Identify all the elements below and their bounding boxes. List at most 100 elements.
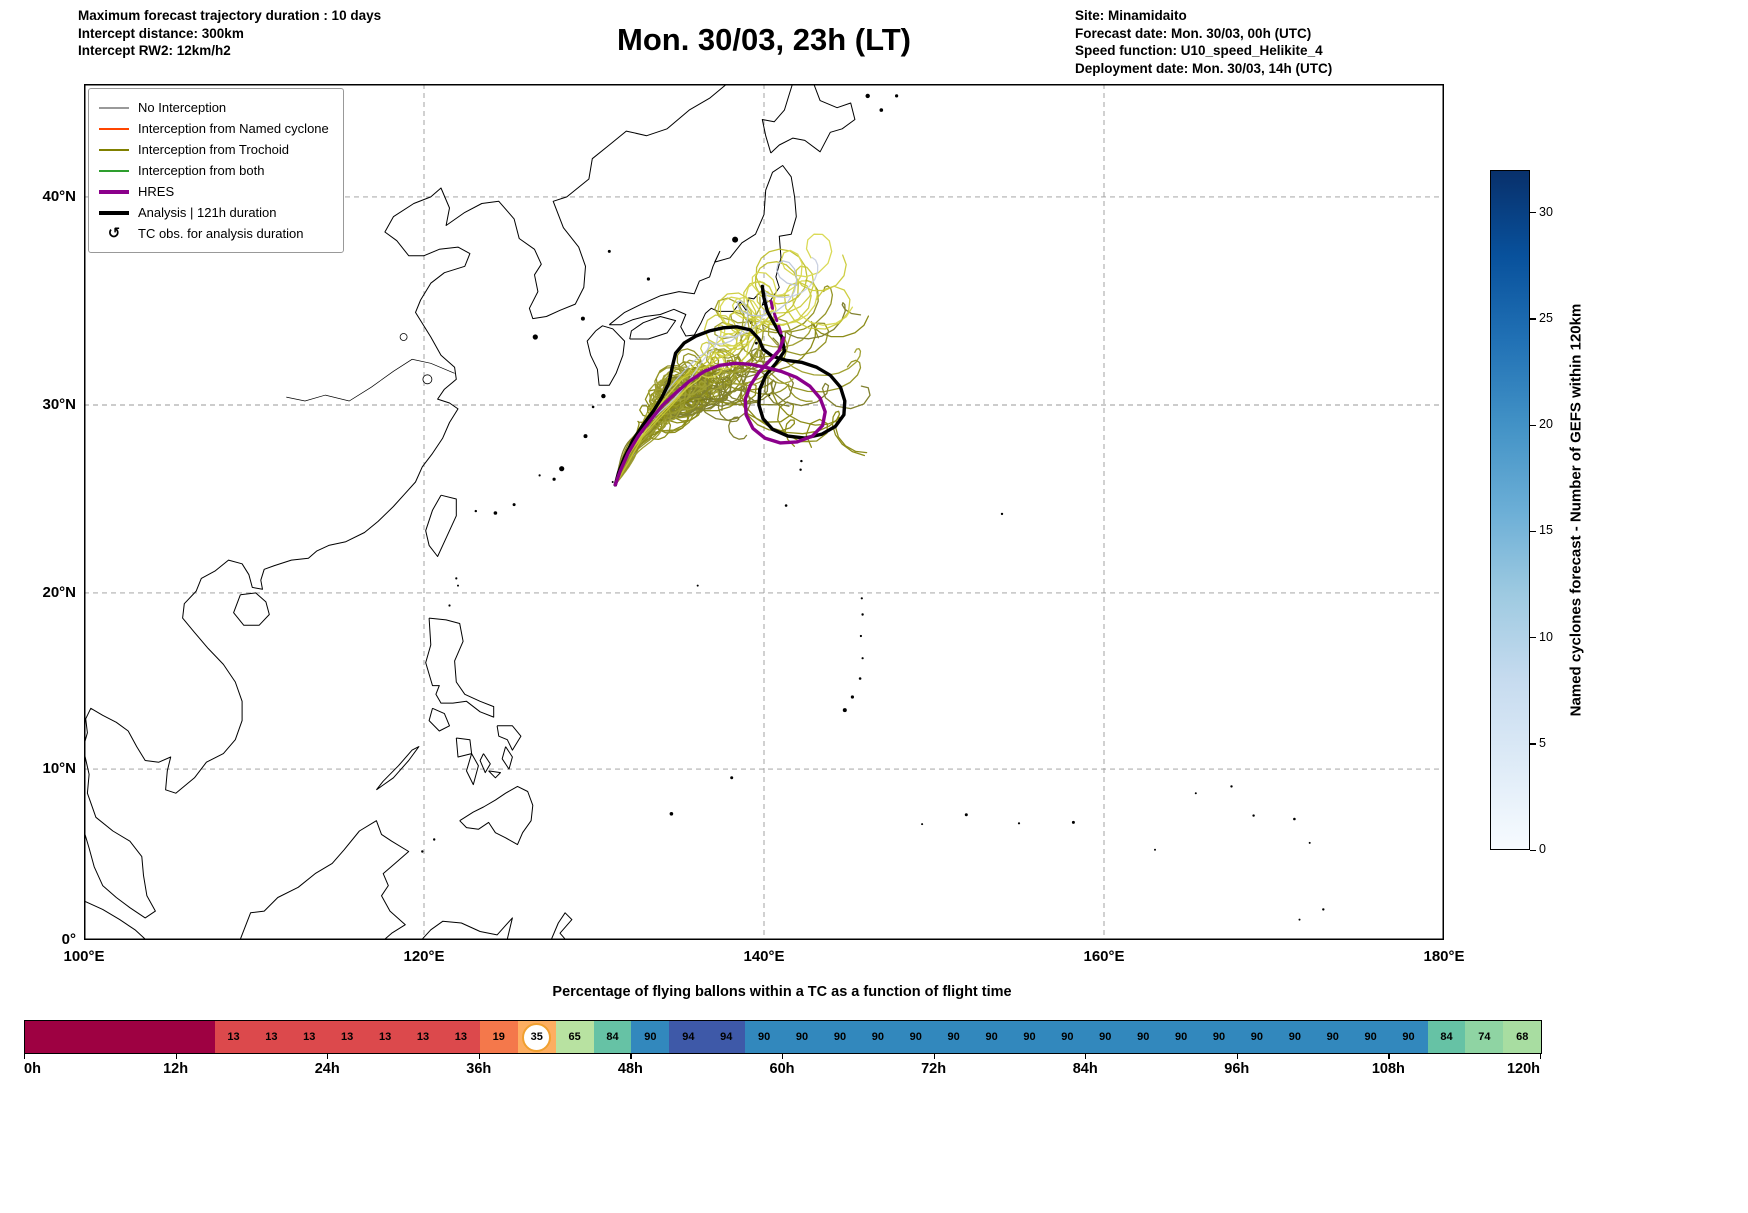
legend-item: Interception from both [99,160,329,181]
bar-segment: 90 [858,1021,897,1053]
colorbar-gradient [1491,171,1529,849]
colorbar [1490,170,1530,850]
highlight-circle: 35 [522,1022,552,1052]
bottom-bar-title: Percentage of flying ballons within a TC… [552,984,1012,1000]
bar-segment: 90 [1237,1021,1276,1053]
rivers [286,358,455,402]
colorbar-tick-label: 20 [1539,417,1553,431]
bar-segment: 90 [745,1021,784,1053]
legend-item: Interception from Named cyclone [99,118,329,139]
bar-segment: 74 [1465,1021,1504,1053]
legend-item-label: Interception from Named cyclone [138,121,329,136]
legend-item: HRES [99,181,329,202]
colorbar-tickmark [1530,424,1536,426]
lon-tick-label: 180°E [1423,948,1465,965]
legend: No Interception Interception from Named c… [88,88,344,253]
header-left-line-3: Intercept RW2: 12km/h2 [78,43,231,58]
hres-track-dashed [768,294,783,335]
bar-segment: 90 [1124,1021,1163,1053]
hour-label: 120h [1506,1061,1540,1077]
hour-tickmark [478,1054,481,1059]
islands [399,93,1325,921]
counterclockwise-arrow-icon: ↺ [107,225,121,242]
hour-label: 72h [921,1061,947,1077]
hour-label: 36h [466,1061,492,1077]
bar-segment: 13 [252,1021,291,1053]
bar-segment: 90 [1389,1021,1428,1053]
hour-label: 48h [617,1061,643,1077]
header-left-line-2: Intercept distance: 300km [78,25,244,41]
lon-tick-label: 120°E [403,948,445,965]
analysis-track [613,284,847,487]
bar-segment: 90 [972,1021,1011,1053]
hour-tickmark [1388,1054,1390,1059]
legend-line-swatch [99,148,129,151]
bar-segment: 90 [896,1021,935,1053]
hour-tickmark [1085,1054,1087,1059]
legend-item: No Interception [99,97,329,118]
colorbar-tick-label: 30 [1539,204,1553,219]
header-right-line-1: Site: Minamidaito [1075,8,1187,23]
colorbar-tickmark [1530,637,1536,639]
bar-segment: 84 [593,1021,632,1053]
header-right-line-2: Forecast date: Mon. 30/03, 00h (UTC) [1075,25,1312,41]
colorbar-label: Named cyclones forecast - Number of GEFS… [1567,303,1585,717]
legend-item: Interception from Trochoid [99,139,329,160]
legend-item-label: HRES [138,184,175,199]
bar-segment: 90 [1162,1021,1201,1053]
bar-segment [25,1021,215,1053]
colorbar-tick-label: 25 [1539,310,1553,325]
legend-item-label: Interception from Trochoid [138,142,290,157]
bar-segment: 90 [1313,1021,1352,1053]
colorbar-tick-label: 15 [1539,523,1553,538]
hour-tickmark [24,1054,26,1059]
header-right-line-4: Deployment date: Mon. 30/03, 14h (UTC) [1075,60,1333,76]
bar-segment: 13 [290,1021,329,1053]
colorbar-tickmark [1530,212,1536,214]
bar-segment: 13 [441,1021,480,1053]
hour-label: 0h [24,1061,41,1077]
bar-segment: 90 [1086,1021,1125,1053]
bar-segment: 13 [214,1021,253,1053]
lat-tick-label: 10°N [42,760,76,778]
figure-title: Mon. 30/03, 23h (LT) [617,22,911,57]
lon-tick-label: 100°E [63,948,105,965]
colorbar-tickmark [1530,849,1536,851]
legend-line-swatch [99,210,129,215]
bar-segment: 90 [783,1021,821,1053]
hour-label: 24h [314,1061,340,1077]
map-border [84,84,1444,940]
bar-segment: 90 [934,1021,973,1053]
legend-item-label: No Interception [138,100,227,115]
bottom-bar: 13 13 13 13 13 13 13 19 35 65 84 90 94 94 90 90 90 90 90 90… [24,1020,1542,1054]
header-right: Site: Minamidaito Forecast date: Mon. 30… [1075,7,1332,77]
legend-item: Analysis | 121h duration [99,202,329,223]
bar-segment: 90 [1010,1021,1049,1053]
hour-label: 108h [1371,1061,1405,1077]
colorbar-tick-label: 10 [1539,629,1553,644]
legend-item-label: Interception from both [138,163,265,178]
bar-segment: 68 [1503,1021,1542,1053]
bar-segment: 90 [1200,1021,1238,1053]
lat-tick-label: 30°N [42,395,76,413]
legend-line-swatch [99,127,129,130]
colorbar-tick-label: 0 [1539,842,1546,856]
bar-segment: 90 [821,1021,859,1053]
bar-segment: 90 [1048,1021,1087,1053]
bar-segment-highlighted: 35 [517,1021,556,1053]
legend-item-label: Analysis | 121h duration [138,205,277,220]
legend-line-swatch [99,169,129,172]
header-left: Maximum forecast trajectory duration : 1… [78,7,381,60]
hour-tickmark [1540,1054,1542,1059]
legend-line-swatch [99,189,129,194]
lat-tick-label: 40°N [42,187,76,205]
hres-track [613,336,827,487]
header-left-line-1: Maximum forecast trajectory duration : 1… [78,8,382,23]
bar-segment: 13 [328,1021,367,1053]
hour-tickmark [327,1054,329,1059]
bar-segment: 84 [1427,1021,1466,1053]
tracks-trochoid-bright [614,233,854,486]
legend-item: ↺ TC obs. for analysis duration [99,223,329,244]
bar-segment: 65 [555,1021,594,1053]
